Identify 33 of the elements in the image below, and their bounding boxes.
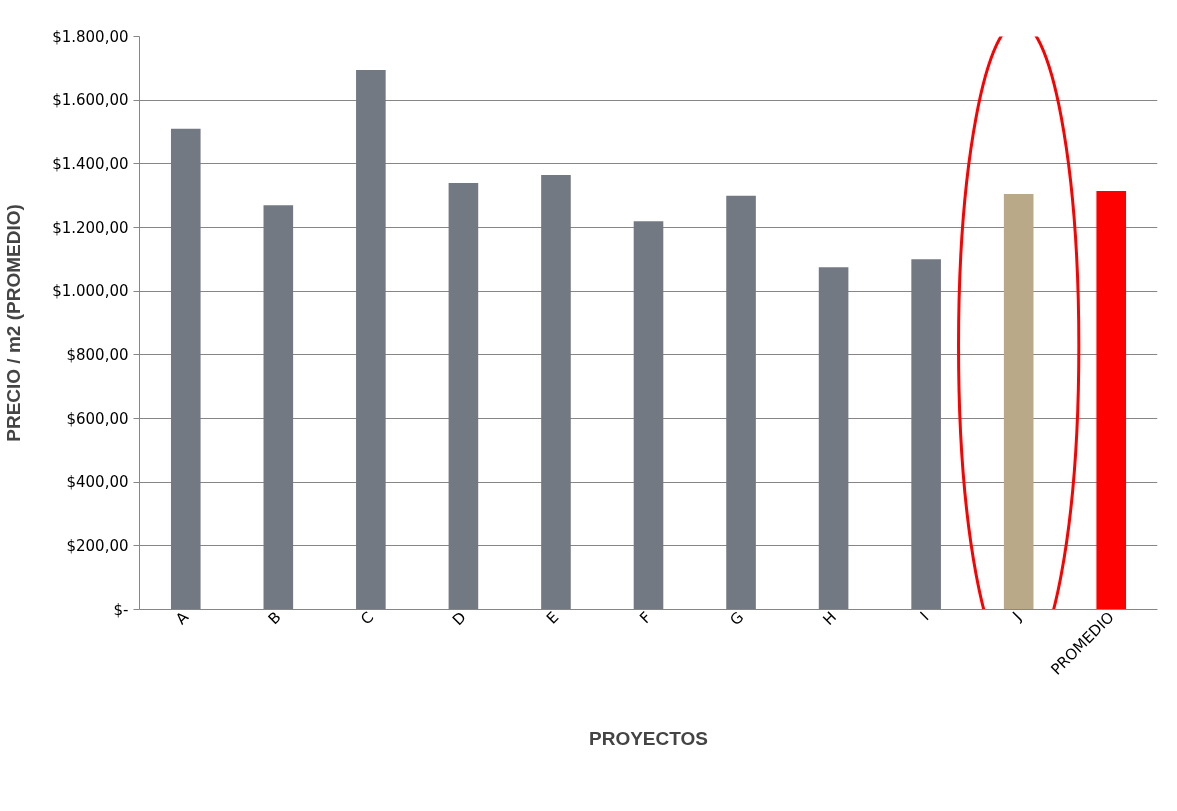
y-tick-label: $-	[113, 600, 129, 619]
x-tick-label: A	[172, 607, 193, 629]
x-tick-label: J	[1008, 608, 1026, 625]
y-tick-label: $200,00	[66, 536, 129, 555]
x-tick-label: E	[542, 608, 563, 628]
bar	[726, 195, 756, 610]
x-tick-label: I	[916, 608, 933, 624]
x-tick-label: H	[819, 608, 840, 629]
y-tick-label: $1.200,00	[52, 218, 129, 237]
x-tick-label: D	[448, 608, 470, 630]
bar	[1003, 194, 1034, 610]
bar	[356, 69, 386, 610]
y-tick-label: $1.600,00	[52, 91, 129, 110]
x-tick-label: G	[726, 608, 748, 630]
y-tick-label: $800,00	[66, 345, 129, 364]
y-tick-label: $1.800,00	[52, 27, 129, 46]
y-tick-label: $1.400,00	[52, 154, 129, 173]
bar	[633, 221, 664, 610]
y-axis-title: PRECIO / m2 (PROMEDIO)	[3, 204, 25, 442]
bar	[448, 182, 479, 610]
bar	[911, 259, 941, 610]
x-tick-label: B	[264, 608, 285, 629]
y-tick-label: $400,00	[66, 473, 129, 492]
x-tick-label: C	[357, 608, 378, 629]
bar	[541, 174, 571, 610]
bar	[1096, 190, 1127, 610]
x-axis-title: PROYECTOS	[589, 727, 708, 749]
x-tick-label: F	[636, 608, 655, 627]
bar	[170, 128, 201, 610]
bar	[818, 267, 849, 610]
y-tick-label: $1.000,00	[52, 282, 129, 301]
y-tick-label: $600,00	[66, 409, 129, 428]
bar	[263, 205, 294, 610]
